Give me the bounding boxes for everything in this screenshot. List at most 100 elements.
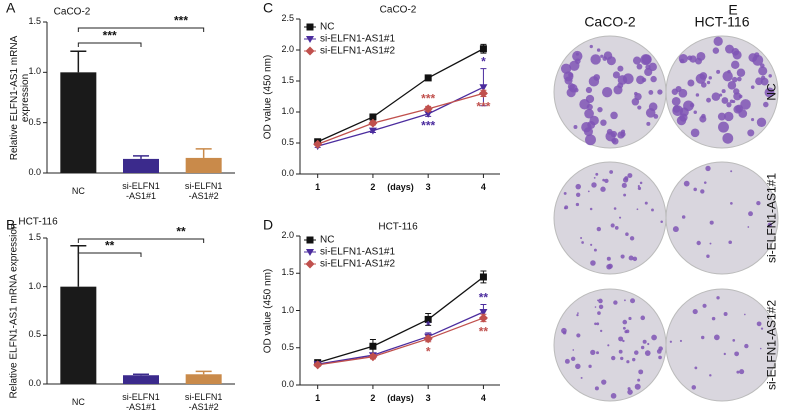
significance-label: ***	[102, 28, 117, 43]
series-line	[317, 92, 484, 145]
colony	[601, 379, 607, 385]
colony	[628, 316, 632, 321]
colony	[678, 54, 688, 64]
marker	[306, 36, 314, 43]
colony	[736, 68, 746, 77]
colony	[722, 132, 734, 144]
colony	[738, 109, 748, 118]
x-tick-label: 3	[425, 393, 431, 404]
colony	[598, 298, 603, 304]
series-line	[317, 311, 484, 365]
colony	[736, 76, 742, 82]
significance-label: **	[478, 289, 489, 304]
colony	[722, 70, 733, 82]
colony	[646, 121, 651, 126]
colony	[725, 44, 734, 54]
colony	[613, 207, 617, 210]
colony	[602, 178, 605, 182]
colony	[706, 80, 711, 85]
marker	[306, 236, 314, 244]
colony	[699, 72, 708, 80]
colony	[589, 44, 593, 49]
colony	[575, 183, 581, 190]
colony	[613, 85, 623, 95]
colony	[694, 366, 698, 370]
colony	[759, 347, 762, 350]
colony	[767, 222, 773, 228]
colony	[610, 223, 615, 228]
y-tick-label: 0.0	[28, 378, 41, 389]
colony	[629, 236, 635, 241]
colony	[602, 56, 608, 61]
panel-letter: E	[728, 1, 738, 18]
colony	[627, 389, 633, 395]
colony	[730, 60, 740, 70]
legend-label: si-ELFN1-AS1#1	[320, 246, 396, 258]
colony	[634, 383, 641, 390]
colony	[730, 170, 733, 173]
colony	[564, 358, 570, 364]
colony	[760, 63, 765, 68]
marker	[369, 113, 377, 121]
colony	[561, 327, 567, 334]
x-axis-label: (days)	[387, 393, 414, 404]
colony	[640, 54, 652, 66]
y-tick-label: 0.5	[28, 116, 41, 127]
colony	[736, 370, 740, 374]
colony	[692, 309, 698, 315]
colony	[711, 316, 716, 321]
colony	[607, 344, 610, 347]
colony	[675, 86, 682, 93]
colony	[651, 208, 654, 212]
colony	[584, 108, 594, 119]
colony	[566, 88, 576, 98]
y-axis-label: Relative ELFN1-AS1 mRNA expression	[8, 223, 20, 399]
colony	[723, 352, 726, 356]
colony	[690, 128, 700, 138]
colony	[672, 226, 679, 233]
colony	[711, 92, 721, 101]
colony	[585, 86, 593, 94]
colony	[589, 115, 599, 126]
colony	[716, 69, 721, 74]
marker	[478, 313, 488, 323]
colony	[701, 113, 706, 119]
marker	[306, 249, 314, 256]
colony	[750, 85, 755, 89]
row-label: si-ELFN1-AS1#1	[764, 172, 779, 264]
chart-title: HCT-116	[18, 216, 58, 228]
series-line	[317, 276, 484, 364]
significance-label: **	[478, 324, 489, 339]
colony	[593, 176, 596, 179]
colony	[568, 72, 574, 78]
colony	[658, 346, 663, 351]
colony	[705, 165, 711, 172]
y-tick-label: 0.5	[28, 329, 41, 340]
colony	[672, 105, 681, 113]
colony	[590, 349, 596, 356]
colony	[622, 73, 634, 85]
colony	[689, 102, 695, 108]
colony	[626, 360, 630, 364]
x-tick-label: si-ELFN1 -AS1#2	[184, 392, 223, 412]
colony	[713, 334, 720, 341]
colony	[676, 115, 687, 126]
x-tick-label: 2	[370, 182, 376, 193]
marker	[305, 259, 315, 269]
colony	[641, 77, 647, 83]
x-tick-label: 4	[480, 182, 486, 193]
significance-label: *	[425, 318, 431, 333]
colony	[617, 65, 624, 72]
y-tick-label: 1.5	[281, 267, 294, 278]
marker	[305, 46, 315, 56]
colony	[727, 81, 737, 90]
y-tick-label: 1.0	[281, 304, 294, 315]
colony	[727, 69, 731, 74]
marker	[479, 84, 488, 92]
significance-label: ***	[476, 98, 491, 113]
significance-bracket	[77, 42, 142, 47]
colony	[577, 312, 579, 314]
colony	[622, 339, 625, 343]
colony	[731, 76, 738, 83]
significance-label: *	[481, 54, 486, 68]
